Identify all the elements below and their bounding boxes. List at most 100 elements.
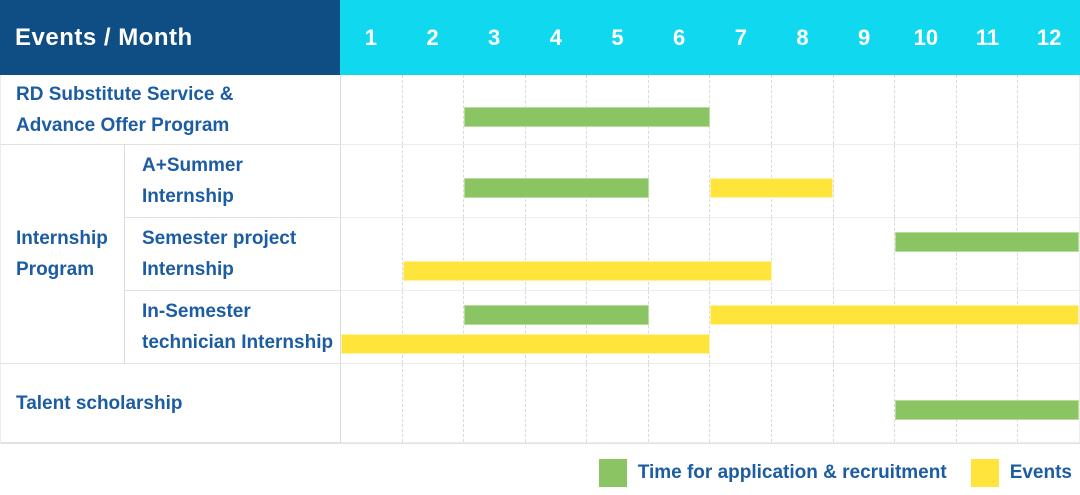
month-cell [832,218,895,290]
month-cell [341,364,402,442]
month-cell [709,291,771,363]
month-cell [401,218,464,290]
gantt-bar-events [710,305,1079,326]
month-cell [894,75,956,144]
month-cell [894,145,956,217]
month-cell [832,75,895,144]
gantt-bar-events [402,261,772,282]
month-cell [463,364,525,442]
events-swatch-icon [970,458,999,487]
label-line: Internship [142,259,234,280]
label-line: technician Internship [142,332,334,353]
month-cell [463,75,525,144]
month-cell [771,291,833,363]
legend-item-recruitment: Time for application & recruitment [598,458,947,487]
month-cell [1017,145,1079,217]
month-cell [341,75,402,144]
month-cell [586,291,648,363]
label-line: Advance Offer Program [16,114,230,136]
label-line: Semester project [142,228,297,249]
month-cell [401,75,464,144]
month-header: 1 2 3 4 5 6 7 8 9 10 11 12 [340,0,1080,75]
month-cell [524,364,587,442]
chart-row-a-plus-summer-internship [341,145,1079,218]
month-header-cell: 4 [549,24,562,50]
month-cell [401,145,464,217]
month-cell [524,291,587,363]
label-line: A+Summer [142,155,243,176]
month-cell [463,145,525,217]
month-cell [647,145,710,217]
gantt-bar-events [710,178,833,199]
month-cell [647,364,710,442]
month-cell [1017,218,1079,290]
chart-row-rd-substitute-service [341,75,1079,145]
month-cell [894,218,956,290]
month-header-cell: 12 [1036,24,1062,50]
month-cell [894,291,956,363]
month-cell [341,218,402,290]
month-cell [955,145,1018,217]
label-line: Talent scholarship [16,392,183,414]
month-gridlines [341,75,1079,144]
month-header-cell: 2 [426,24,439,50]
table-body: Internship Program RD Substitute Service &… [0,75,1080,444]
recruitment-swatch-icon [598,458,627,487]
month-cell [463,218,525,290]
month-header-cell: 6 [673,24,686,50]
month-cell [463,291,525,363]
month-cell [1017,291,1079,363]
month-gridlines [341,218,1079,290]
chart-row-talent-scholarship [341,364,1079,443]
month-cell [647,291,710,363]
month-cell [709,218,771,290]
month-cell [341,145,402,217]
month-cell [647,218,710,290]
month-header-cell: 7 [734,24,747,50]
row-label-talent-scholarship: Talent scholarship [1,364,341,443]
label-line: Internship [16,228,108,249]
month-header-cell: 10 [913,24,939,50]
gantt-bar-recruitment [464,305,649,326]
month-header-cell: 11 [975,24,1000,50]
month-cell [955,291,1018,363]
month-cell [771,218,833,290]
row-label-semester-project-internship: Semester project Internship [125,218,341,291]
month-cell [771,75,833,144]
chart-row-in-semester-technician-internship [341,291,1079,364]
legend-label-recruitment: Time for application & recruitment [637,461,947,483]
month-cell [955,218,1018,290]
month-cell [832,291,895,363]
month-header-cell: 9 [858,24,871,50]
gantt-bar-recruitment [894,232,1079,253]
month-cell [586,218,648,290]
gantt-bar-recruitment [464,178,649,199]
gantt-bar-recruitment [464,106,710,127]
month-gridlines [341,291,1079,363]
legend-label-events: Events [1009,461,1072,483]
month-cell [771,364,833,442]
month-cell [401,291,464,363]
month-cell [832,364,895,442]
group-label-internship-program: Internship Program [1,145,125,364]
label-line: Program [16,259,95,280]
legend-item-events: Events [970,458,1072,487]
month-header-cell: 8 [796,24,809,50]
label-line: Internship [142,186,234,207]
month-cell [401,364,464,442]
month-cell [709,145,771,217]
month-cell [709,75,771,144]
month-cell [524,218,587,290]
month-cell [955,75,1018,144]
month-header-cell: 5 [611,24,624,50]
row-label-in-semester-technician-internship: In-Semester technician Internship [125,291,341,364]
row-label-a-plus-summer-internship: A+Summer Internship [125,145,341,218]
chart-row-semester-project-internship [341,218,1079,291]
label-line: In-Semester [142,301,251,322]
table-header: Events / Month 1 2 3 4 5 6 7 8 9 10 11 12 [0,0,1080,75]
month-cell [832,145,895,217]
month-cell [709,364,771,442]
month-cell [586,364,648,442]
month-cell [1017,75,1079,144]
